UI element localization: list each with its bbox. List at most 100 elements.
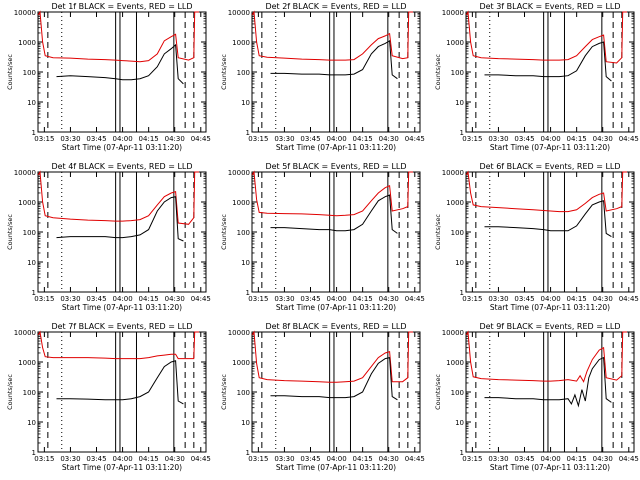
series-events-line xyxy=(56,43,184,85)
series-lld-line xyxy=(251,10,413,61)
x-tick-label: 04:45 xyxy=(405,295,425,303)
series-events-line xyxy=(484,200,612,238)
x-tick-label: 04:00 xyxy=(540,135,560,143)
series-events-line xyxy=(56,196,184,242)
x-tick-label: 03:45 xyxy=(86,135,106,143)
y-axis-label: Counts/sec xyxy=(220,214,228,250)
panel-3: Det 3f BLACK = Events, RED = LLD 1 10 100 10… xyxy=(434,2,639,152)
x-tick-label: 04:00 xyxy=(112,295,132,303)
x-tick-label: 04:45 xyxy=(191,455,211,463)
y-tick-label: 1 xyxy=(246,289,250,297)
panel-title: Det 5f BLACK = Events, RED = LLD xyxy=(265,162,406,171)
x-tick-label: 04:45 xyxy=(619,455,639,463)
x-tick-label: 04:45 xyxy=(191,295,211,303)
x-tick-label: 04:00 xyxy=(326,135,346,143)
y-axis-label: Counts/sec xyxy=(220,54,228,90)
x-axis-label: Start Time (07-Apr-11 03:11:20) xyxy=(276,463,396,472)
panel-title: Det 4f BLACK = Events, RED = LLD xyxy=(51,162,192,171)
x-tick-label: 03:15 xyxy=(34,455,54,463)
x-tick-label: 04:00 xyxy=(112,455,132,463)
series-events-line xyxy=(270,194,398,234)
plot-frame xyxy=(37,11,207,133)
y-tick-label: 100 xyxy=(451,229,464,237)
plot-frame xyxy=(251,331,421,453)
y-tick-label: 100 xyxy=(237,229,250,237)
panel-title: Det 7f BLACK = Events, RED = LLD xyxy=(51,322,192,331)
panel-2: Det 2f BLACK = Events, RED = LLD 1 10 100 10… xyxy=(220,2,425,152)
x-axis-label: Start Time (07-Apr-11 03:11:20) xyxy=(62,143,182,152)
y-tick-label: 1 xyxy=(460,289,464,297)
y-tick-label: 10000 xyxy=(228,169,250,177)
x-tick-label: 04:15 xyxy=(567,295,587,303)
series-lld-line xyxy=(37,10,199,63)
y-tick-label: 10 xyxy=(455,259,464,267)
y-tick-label: 1000 xyxy=(18,39,36,47)
x-tick-label: 03:45 xyxy=(86,295,106,303)
y-tick-label: 1000 xyxy=(232,39,250,47)
x-tick-label: 04:00 xyxy=(540,295,560,303)
x-tick-label: 04:15 xyxy=(139,295,159,303)
panel-6: Det 6f BLACK = Events, RED = LLD 1 10 100 10… xyxy=(434,162,639,312)
panel-title: Det 8f BLACK = Events, RED = LLD xyxy=(265,322,406,331)
x-tick-label: 04:30 xyxy=(379,455,399,463)
x-tick-label: 03:30 xyxy=(488,295,508,303)
x-tick-label: 04:30 xyxy=(165,455,185,463)
x-tick-label: 03:30 xyxy=(488,135,508,143)
series-lld-line xyxy=(37,330,199,360)
x-tick-label: 04:45 xyxy=(191,135,211,143)
plot-frame xyxy=(465,11,635,133)
panel-8: Det 8f BLACK = Events, RED = LLD 1 10 100 10… xyxy=(220,322,425,472)
y-tick-label: 10 xyxy=(27,259,36,267)
panel-7: Det 7f BLACK = Events, RED = LLD 1 10 100 10… xyxy=(6,322,211,472)
series-lld-line xyxy=(251,330,413,383)
series-events-line xyxy=(56,360,184,405)
x-axis-label: Start Time (07-Apr-11 03:11:20) xyxy=(276,143,396,152)
x-axis-label: Start Time (07-Apr-11 03:11:20) xyxy=(490,143,610,152)
x-tick-label: 04:30 xyxy=(379,135,399,143)
y-tick-label: 10000 xyxy=(228,9,250,17)
series-events-line xyxy=(270,356,398,401)
y-tick-label: 100 xyxy=(23,389,36,397)
plot-frame xyxy=(37,171,207,293)
y-axis-label: Counts/sec xyxy=(434,214,442,250)
y-tick-label: 100 xyxy=(451,69,464,77)
x-axis-label: Start Time (07-Apr-11 03:11:20) xyxy=(62,303,182,312)
x-tick-label: 04:15 xyxy=(353,455,373,463)
y-tick-label: 100 xyxy=(237,389,250,397)
y-tick-label: 1 xyxy=(460,449,464,457)
x-tick-label: 03:15 xyxy=(462,295,482,303)
x-tick-label: 03:15 xyxy=(462,455,482,463)
x-tick-label: 03:30 xyxy=(274,135,294,143)
x-axis-label: Start Time (07-Apr-11 03:11:20) xyxy=(490,303,610,312)
y-tick-label: 10 xyxy=(455,419,464,427)
y-axis-label: Counts/sec xyxy=(220,374,228,410)
y-tick-label: 1 xyxy=(460,129,464,137)
x-tick-label: 04:30 xyxy=(593,135,613,143)
y-tick-label: 1000 xyxy=(18,199,36,207)
x-tick-label: 04:15 xyxy=(567,135,587,143)
x-tick-label: 03:30 xyxy=(274,455,294,463)
x-tick-label: 03:30 xyxy=(60,295,80,303)
x-axis-label: Start Time (07-Apr-11 03:11:20) xyxy=(276,303,396,312)
x-tick-label: 04:30 xyxy=(593,455,613,463)
y-tick-label: 1 xyxy=(32,129,36,137)
panel-9: Det 9f BLACK = Events, RED = LLD 1 10 100 10… xyxy=(434,322,639,472)
x-tick-label: 04:00 xyxy=(326,455,346,463)
y-axis-label: Counts/sec xyxy=(6,54,14,90)
y-tick-label: 100 xyxy=(237,69,250,77)
x-tick-label: 03:45 xyxy=(86,455,106,463)
x-tick-label: 04:45 xyxy=(405,455,425,463)
series-events-line xyxy=(270,39,398,80)
series-lld-line xyxy=(465,10,627,64)
plot-frame xyxy=(465,331,635,453)
x-tick-label: 04:30 xyxy=(379,295,399,303)
y-tick-label: 10 xyxy=(241,99,250,107)
panel-title: Det 2f BLACK = Events, RED = LLD xyxy=(265,2,406,11)
y-tick-label: 10000 xyxy=(14,329,36,337)
x-tick-label: 03:15 xyxy=(248,295,268,303)
y-axis-label: Counts/sec xyxy=(6,374,14,410)
x-tick-label: 04:30 xyxy=(593,295,613,303)
x-tick-label: 03:45 xyxy=(300,455,320,463)
x-tick-label: 03:30 xyxy=(60,135,80,143)
x-tick-label: 04:15 xyxy=(139,455,159,463)
